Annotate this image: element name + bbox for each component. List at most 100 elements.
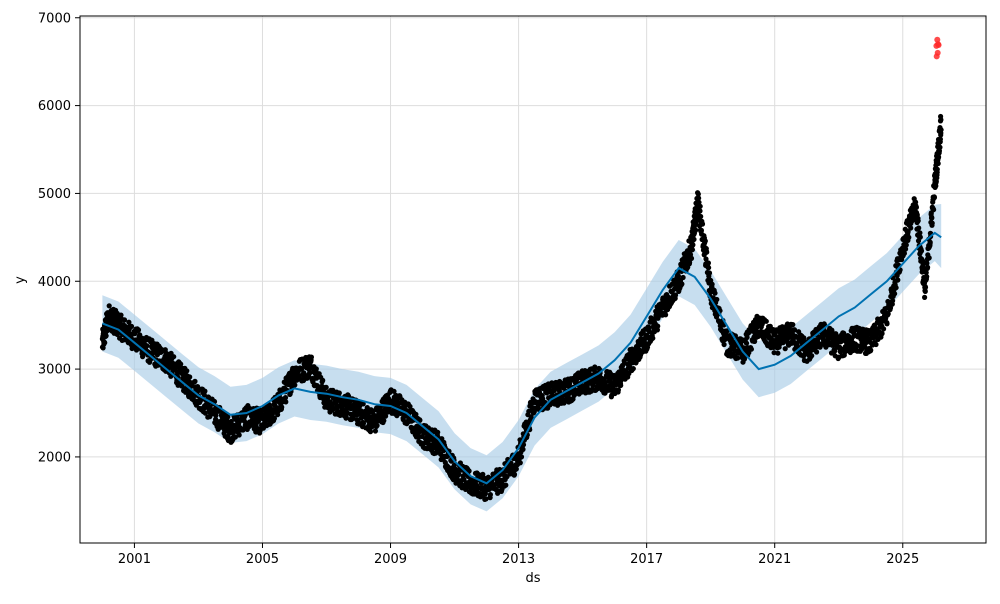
actual-point <box>790 322 796 328</box>
actual-point <box>696 199 702 205</box>
x-tick-label: 2025 <box>886 552 919 567</box>
x-tick-label: 2017 <box>630 552 663 567</box>
actual-point <box>630 366 636 372</box>
actual-point <box>435 429 441 435</box>
actual-point <box>934 166 940 172</box>
actual-point <box>128 323 135 329</box>
actual-point <box>121 317 128 323</box>
x-tick-label: 2009 <box>374 552 407 567</box>
actual-point <box>938 117 944 123</box>
actual-point <box>675 273 682 279</box>
actual-point <box>697 203 703 209</box>
actual-point <box>540 396 546 402</box>
actual-point <box>841 330 847 336</box>
outlier-point <box>935 42 942 48</box>
actual-point <box>929 220 935 226</box>
actual-point <box>626 363 633 369</box>
actual-point <box>924 260 930 266</box>
actual-point <box>367 429 374 435</box>
actual-point <box>703 256 709 262</box>
actual-point <box>879 330 885 337</box>
actual-point <box>881 326 887 332</box>
actual-point <box>308 354 314 360</box>
actual-point <box>696 195 702 201</box>
actual-point <box>320 377 326 383</box>
actual-point <box>706 265 712 271</box>
y-tick-label: 3000 <box>38 363 71 378</box>
actual-point <box>884 321 890 327</box>
actual-point <box>709 281 715 287</box>
actual-point <box>511 471 518 477</box>
y-tick-label: 4000 <box>38 275 71 290</box>
actual-point <box>706 270 713 276</box>
actual-point <box>775 350 781 356</box>
actual-point <box>202 410 208 416</box>
x-tick-label: 2005 <box>246 552 279 567</box>
x-axis-label: ds <box>525 571 540 586</box>
actual-point <box>187 374 193 380</box>
actual-point <box>482 491 488 497</box>
y-tick-label: 7000 <box>38 11 71 26</box>
actual-point <box>271 415 277 421</box>
actual-point <box>228 418 234 425</box>
actual-point <box>336 390 342 396</box>
actual-point <box>873 341 879 348</box>
actual-point <box>126 319 132 325</box>
actual-point <box>721 341 727 348</box>
actual-point <box>383 413 389 419</box>
actual-point <box>520 442 527 448</box>
actual-point <box>895 277 901 283</box>
actual-point <box>650 335 656 341</box>
actual-point <box>935 160 941 167</box>
x-tick-label: 2013 <box>502 552 535 567</box>
actual-point <box>283 399 289 405</box>
actual-point <box>503 482 509 488</box>
actual-point <box>791 327 798 333</box>
actual-point <box>680 274 686 281</box>
actual-point <box>343 414 349 421</box>
actual-point <box>178 361 184 367</box>
actual-point <box>763 318 769 324</box>
actual-point <box>915 218 921 224</box>
actual-point <box>135 327 142 333</box>
actual-point <box>937 136 944 142</box>
actual-point <box>282 395 289 401</box>
actual-point <box>692 227 699 233</box>
forecast-line <box>102 231 942 485</box>
actual-point <box>679 281 685 287</box>
actual-point <box>663 312 669 318</box>
x-tick-label: 2001 <box>118 552 151 567</box>
actual-point <box>654 327 661 333</box>
actual-point <box>385 395 392 402</box>
actual-point <box>279 404 285 410</box>
actual-point <box>372 428 378 434</box>
actual-point <box>913 199 919 205</box>
actual-point <box>931 207 937 213</box>
actual-point <box>771 350 777 356</box>
actual-point <box>688 255 695 261</box>
actual-point <box>705 260 712 266</box>
actual-point <box>918 248 925 254</box>
actual-point <box>517 460 523 466</box>
actual-point <box>313 366 319 372</box>
actual-point <box>381 418 387 424</box>
outlier-point <box>934 49 941 56</box>
y-tick-label: 2000 <box>38 450 71 465</box>
actual-point <box>916 225 922 231</box>
actual-point <box>925 264 931 270</box>
actual-point <box>917 230 923 236</box>
actual-point <box>832 348 838 354</box>
actual-point <box>224 418 230 424</box>
actual-point <box>407 403 413 410</box>
actual-point <box>360 420 367 426</box>
actual-point <box>748 346 755 352</box>
grid-lines <box>80 16 986 543</box>
actual-point <box>922 284 929 290</box>
actual-point <box>901 250 908 256</box>
actual-point <box>892 291 898 297</box>
y-axis-label: y <box>13 276 28 284</box>
actual-point <box>323 384 329 390</box>
actual-point <box>698 227 705 233</box>
actual-point <box>913 204 920 210</box>
